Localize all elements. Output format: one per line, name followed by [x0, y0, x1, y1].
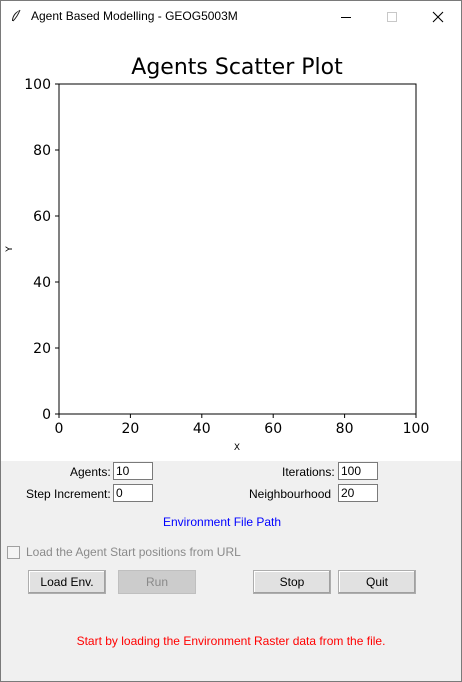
title-bar[interactable]: Agent Based Modelling - GEOG5003M — [1, 1, 461, 32]
close-button[interactable] — [415, 1, 461, 32]
load-env-button[interactable]: Load Env. — [28, 570, 106, 594]
load-from-url-checkbox[interactable] — [7, 545, 20, 559]
step-increment-label: Step Increment: — [26, 487, 111, 501]
x-tick-label: 40 — [193, 421, 211, 437]
iterations-label: Iterations: — [282, 465, 335, 479]
iterations-input[interactable] — [338, 462, 378, 480]
y-tick-label: 40 — [33, 275, 51, 291]
step-increment-input[interactable] — [113, 484, 153, 502]
neighbourhood-label: Neighbourhood — [249, 487, 332, 501]
feather-icon — [12, 9, 21, 22]
scatter-chart: Agents Scatter Plot 0 20 40 60 80 100 0 20 40 60… — [5, 55, 430, 453]
close-icon — [432, 11, 444, 22]
load-from-url-label: Load the Agent Start positions from URL — [26, 545, 241, 559]
load-from-url-checkbox-row: Load the Agent Start positions from URL — [7, 545, 241, 559]
x-tick-label: 0 — [55, 421, 64, 437]
y-tick-label: 80 — [33, 143, 51, 159]
chart-title: Agents Scatter Plot — [131, 55, 343, 80]
environment-file-path-label[interactable]: Environment File Path — [163, 515, 282, 529]
y-tick-label: 60 — [33, 209, 51, 225]
x-tick-label: 100 — [403, 421, 430, 437]
x-axis-label: X — [234, 443, 240, 453]
minimize-button[interactable] — [323, 1, 369, 32]
agents-label: Agents: — [70, 465, 111, 479]
y-axis: 0 20 40 60 80 100 — [24, 77, 59, 423]
x-tick-label: 20 — [121, 421, 139, 437]
y-axis-label: Y — [5, 246, 15, 253]
x-tick-label: 60 — [264, 421, 282, 437]
y-tick-label: 100 — [24, 77, 51, 93]
stop-button[interactable]: Stop — [253, 570, 331, 594]
agents-input[interactable] — [113, 462, 153, 480]
quit-button[interactable]: Quit — [338, 570, 416, 594]
status-message: Start by loading the Environment Raster … — [76, 634, 386, 648]
maximize-icon — [387, 11, 397, 22]
x-tick-label: 80 — [336, 421, 354, 437]
window-title: Agent Based Modelling - GEOG5003M — [31, 9, 238, 23]
y-tick-label: 0 — [42, 407, 51, 423]
y-tick-label: 20 — [33, 341, 51, 357]
minimize-icon — [341, 16, 351, 18]
neighbourhood-input[interactable] — [338, 484, 378, 502]
maximize-button[interactable] — [369, 1, 415, 32]
run-button[interactable]: Run — [118, 570, 196, 594]
plot-area — [58, 83, 417, 415]
plot-canvas[interactable]: Agents Scatter Plot 0 20 40 60 80 100 0 20 40 60… — [1, 32, 461, 461]
x-axis: 0 20 40 60 80 100 — [55, 414, 430, 437]
